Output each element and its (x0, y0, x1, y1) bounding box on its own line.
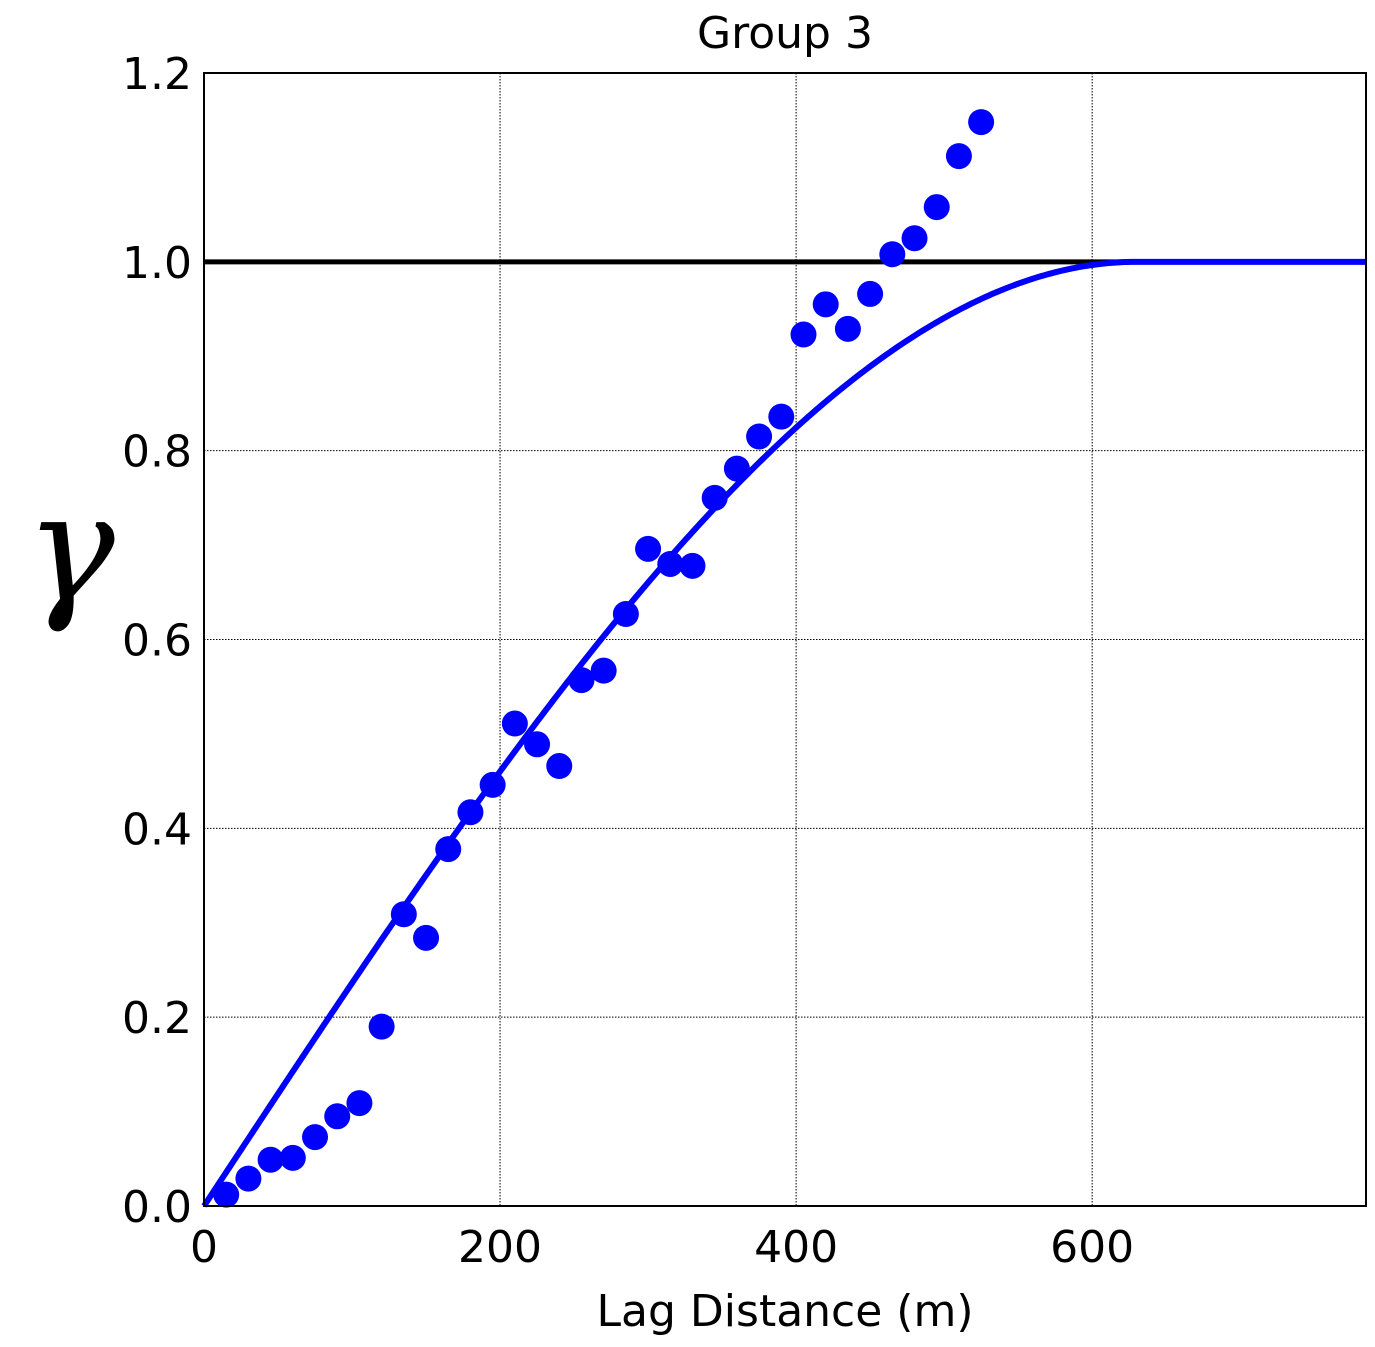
y-tick-label: 0.8 (122, 427, 192, 478)
y-tick-label: 0.2 (122, 993, 192, 1044)
y-tick-label: 1.0 (122, 238, 192, 289)
data-point (701, 484, 728, 511)
data-point (346, 1090, 373, 1117)
x-axis-label: Lag Distance (m) (597, 1286, 974, 1337)
data-point (302, 1124, 329, 1151)
plot-frame (203, 72, 1367, 1207)
x-tick-label: 400 (754, 1222, 838, 1273)
data-point (213, 1181, 240, 1208)
data-point (945, 143, 972, 170)
data-point (812, 291, 839, 318)
data-point (590, 657, 617, 684)
y-axis-label: γ (25, 462, 115, 636)
x-tick-label: 200 (458, 1222, 542, 1273)
y-tick-label: 1.2 (122, 49, 192, 100)
data-point (612, 601, 639, 628)
data-point (901, 225, 928, 252)
data-point (857, 280, 884, 307)
data-point (834, 315, 861, 342)
data-point (324, 1103, 351, 1130)
chart-title: Group 3 (697, 8, 873, 59)
data-points (213, 109, 995, 1208)
data-point (501, 710, 528, 737)
data-point (257, 1146, 284, 1173)
x-tick-label: 600 (1050, 1222, 1134, 1273)
data-point (968, 109, 995, 136)
y-tick-label: 0.6 (122, 616, 192, 667)
data-point (546, 753, 573, 780)
data-point (279, 1144, 306, 1171)
data-point (923, 194, 950, 221)
data-point (746, 423, 773, 450)
data-point (235, 1165, 262, 1192)
data-point (768, 403, 795, 430)
data-point (679, 552, 706, 579)
y-tick-labels: 0.0 0.2 0.4 0.6 0.8 1.0 1.2 (122, 49, 192, 1233)
data-point (479, 771, 506, 798)
data-point (413, 924, 440, 951)
data-point (524, 731, 551, 758)
y-tick-label: 0.0 (122, 1182, 192, 1233)
data-point (635, 535, 662, 562)
data-point (657, 550, 684, 577)
data-point (368, 1013, 395, 1040)
x-tick-labels: 0 200 400 600 (190, 1222, 1134, 1273)
data-point (723, 455, 750, 482)
data-point (568, 667, 595, 694)
data-point (790, 321, 817, 348)
y-tick-label: 0.4 (122, 804, 192, 855)
x-tick-label: 0 (190, 1222, 218, 1273)
data-point (879, 241, 906, 268)
data-point (457, 799, 484, 826)
data-point (390, 901, 417, 928)
data-point (435, 836, 462, 863)
